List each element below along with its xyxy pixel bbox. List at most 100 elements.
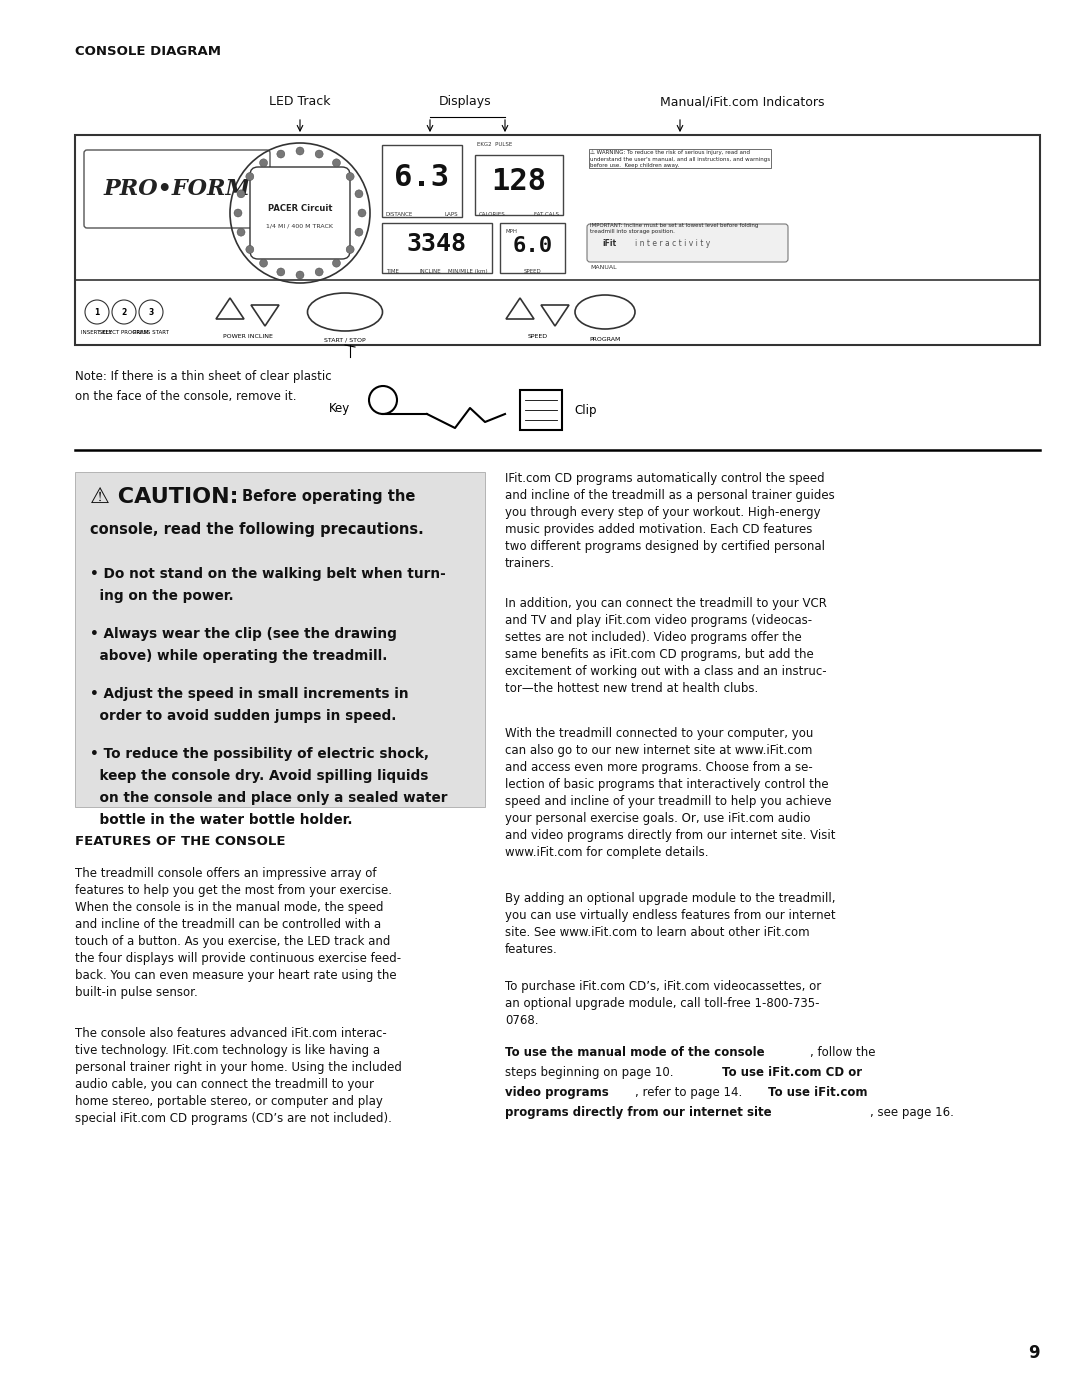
Circle shape: [333, 159, 340, 166]
Text: The console also features advanced iFit.com interac-
tive technology. IFit.com t: The console also features advanced iFit.…: [75, 1027, 402, 1125]
Circle shape: [246, 173, 254, 180]
Text: 6.3: 6.3: [394, 162, 449, 191]
Text: , follow the: , follow the: [810, 1046, 876, 1059]
Circle shape: [315, 268, 323, 277]
Text: above) while operating the treadmill.: above) while operating the treadmill.: [90, 650, 388, 664]
Circle shape: [333, 260, 340, 267]
Text: To purchase iFit.com CD’s, iFit.com videocassettes, or
an optional upgrade modul: To purchase iFit.com CD’s, iFit.com vide…: [505, 981, 821, 1027]
Circle shape: [234, 210, 242, 217]
Text: CONSOLE DIAGRAM: CONSOLE DIAGRAM: [75, 45, 221, 59]
Text: 3348: 3348: [407, 232, 467, 256]
Text: FAT CALS: FAT CALS: [534, 212, 559, 217]
Text: on the console and place only a sealed water: on the console and place only a sealed w…: [90, 791, 447, 805]
Text: 3: 3: [148, 307, 153, 317]
Text: Before operating the: Before operating the: [242, 489, 416, 504]
Text: • To reduce the possibility of electric shock,: • To reduce the possibility of electric …: [90, 747, 429, 761]
Text: CALORIES: CALORIES: [480, 212, 505, 217]
Text: iFit: iFit: [602, 239, 616, 247]
Circle shape: [357, 210, 366, 217]
Text: To use iFit.com CD or: To use iFit.com CD or: [723, 1066, 862, 1078]
Text: , see page 16.: , see page 16.: [870, 1106, 954, 1119]
Text: SELECT PROGRAM: SELECT PROGRAM: [99, 330, 149, 335]
Circle shape: [237, 190, 245, 198]
Circle shape: [139, 300, 163, 324]
FancyBboxPatch shape: [519, 390, 562, 430]
Text: SPEED: SPEED: [524, 270, 541, 274]
Text: To use the manual mode of the console: To use the manual mode of the console: [505, 1046, 765, 1059]
Text: PRO•FORM: PRO•FORM: [104, 177, 251, 200]
Text: console, read the following precautions.: console, read the following precautions.: [90, 522, 423, 536]
Text: INCLINE: INCLINE: [420, 270, 442, 274]
Text: MPH: MPH: [507, 229, 518, 235]
Text: ⚠ CAUTION:: ⚠ CAUTION:: [90, 488, 239, 507]
Circle shape: [259, 159, 268, 166]
Circle shape: [315, 149, 323, 158]
Text: Key: Key: [328, 401, 350, 415]
Text: • Adjust the speed in small increments in: • Adjust the speed in small increments i…: [90, 687, 408, 701]
Circle shape: [355, 190, 363, 198]
Text: video programs: video programs: [505, 1085, 609, 1099]
Circle shape: [296, 271, 303, 279]
Text: 9: 9: [1028, 1344, 1040, 1362]
Text: 128: 128: [491, 166, 546, 196]
Text: keep the console dry. Avoid spilling liquids: keep the console dry. Avoid spilling liq…: [90, 768, 429, 782]
Text: 6.0: 6.0: [512, 236, 553, 256]
Text: Displays: Displays: [438, 95, 491, 108]
Circle shape: [259, 260, 268, 267]
Text: DISTANCE: DISTANCE: [386, 212, 414, 217]
Text: IFit.com CD programs automatically control the speed
and incline of the treadmil: IFit.com CD programs automatically contr…: [505, 472, 835, 570]
Circle shape: [296, 147, 303, 155]
Circle shape: [237, 228, 245, 236]
FancyBboxPatch shape: [382, 224, 492, 272]
Text: SPEED: SPEED: [527, 334, 548, 339]
Text: steps beginning on page 10.: steps beginning on page 10.: [505, 1066, 677, 1078]
Circle shape: [112, 300, 136, 324]
Text: ing on the power.: ing on the power.: [90, 590, 233, 604]
Text: START / STOP: START / STOP: [324, 337, 366, 342]
Text: FEATURES OF THE CONSOLE: FEATURES OF THE CONSOLE: [75, 835, 285, 848]
Circle shape: [355, 228, 363, 236]
Text: LED Track: LED Track: [269, 95, 330, 108]
Text: With the treadmill connected to your computer, you
can also go to our new intern: With the treadmill connected to your com…: [505, 726, 836, 859]
FancyBboxPatch shape: [84, 149, 270, 228]
Text: Manual/iFit.com Indicators: Manual/iFit.com Indicators: [660, 95, 824, 108]
FancyBboxPatch shape: [382, 145, 462, 217]
Text: • Always wear the clip (see the drawing: • Always wear the clip (see the drawing: [90, 627, 396, 641]
Text: INSERT KEY: INSERT KEY: [81, 330, 112, 335]
Text: 1: 1: [94, 307, 99, 317]
Text: EKG2  PULSE: EKG2 PULSE: [477, 142, 512, 147]
Text: By adding an optional upgrade module to the treadmill,
you can use virtually end: By adding an optional upgrade module to …: [505, 893, 836, 956]
Text: To use iFit.com: To use iFit.com: [768, 1085, 867, 1099]
Text: MANUAL: MANUAL: [590, 265, 617, 270]
Circle shape: [276, 149, 285, 158]
Text: In addition, you can connect the treadmill to your VCR
and TV and play iFit.com : In addition, you can connect the treadmi…: [505, 597, 827, 694]
Text: POWER INCLINE: POWER INCLINE: [222, 334, 272, 339]
Text: IMPORTANT: Incline must be set at lowest level before folding
treadmill into sto: IMPORTANT: Incline must be set at lowest…: [590, 224, 758, 235]
Text: order to avoid sudden jumps in speed.: order to avoid sudden jumps in speed.: [90, 710, 396, 724]
Text: • Do not stand on the walking belt when turn-: • Do not stand on the walking belt when …: [90, 567, 446, 581]
Text: , refer to page 14.: , refer to page 14.: [635, 1085, 746, 1099]
Circle shape: [85, 300, 109, 324]
Text: bottle in the water bottle holder.: bottle in the water bottle holder.: [90, 813, 352, 827]
Text: PROGRAM: PROGRAM: [590, 337, 621, 342]
Text: Note: If there is a thin sheet of clear plastic: Note: If there is a thin sheet of clear …: [75, 370, 332, 383]
Text: PACER Circuit: PACER Circuit: [268, 204, 333, 212]
FancyBboxPatch shape: [249, 168, 350, 258]
Text: ⚠ WARNING: To reduce the risk of serious injury, read and
understand the user's : ⚠ WARNING: To reduce the risk of serious…: [590, 149, 770, 168]
FancyBboxPatch shape: [475, 155, 563, 215]
Text: TIME: TIME: [386, 270, 399, 274]
Text: LAPS: LAPS: [444, 212, 458, 217]
Text: 2: 2: [121, 307, 126, 317]
Circle shape: [347, 173, 354, 180]
Circle shape: [246, 246, 254, 253]
Circle shape: [347, 246, 354, 253]
Text: PRESS START: PRESS START: [133, 330, 168, 335]
Circle shape: [276, 268, 285, 277]
Text: programs directly from our internet site: programs directly from our internet site: [505, 1106, 771, 1119]
FancyBboxPatch shape: [75, 472, 485, 807]
FancyBboxPatch shape: [500, 224, 565, 272]
Text: on the face of the console, remove it.: on the face of the console, remove it.: [75, 390, 297, 402]
FancyBboxPatch shape: [75, 136, 1040, 345]
Text: i n t e r a c t i v i t y: i n t e r a c t i v i t y: [635, 239, 711, 247]
Text: 1/4 MI / 400 M TRACK: 1/4 MI / 400 M TRACK: [267, 224, 334, 229]
